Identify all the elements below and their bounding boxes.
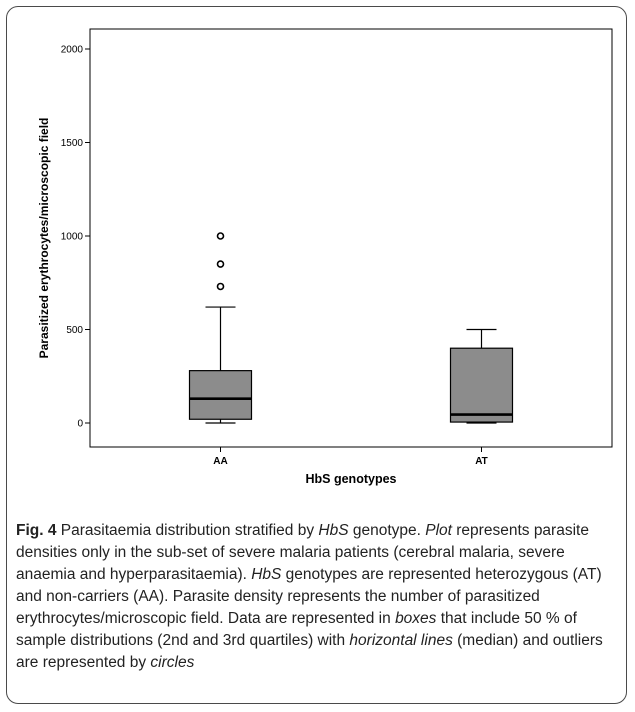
caption-text-1: Parasitaemia distribution stratified by xyxy=(56,522,319,539)
y-axis: 0 500 1000 1500 2000 xyxy=(61,45,90,430)
outlier-point xyxy=(216,232,225,240)
x-tick-label: AT xyxy=(475,456,488,467)
outlier-point xyxy=(216,282,225,291)
caption-text-6: (median) and outliers are represented by xyxy=(16,632,603,671)
x-axis: AA AT xyxy=(213,447,488,467)
caption-text-4: genotypes are represented heterozygous (… xyxy=(16,566,602,627)
caption-hbs-2: HbS xyxy=(251,566,282,583)
caption-hbs-1: HbS xyxy=(318,522,349,539)
caption-plot-word: Plot xyxy=(425,522,452,539)
y-tick-label: 1500 xyxy=(61,138,84,149)
outlier-point xyxy=(216,260,225,268)
box-AT xyxy=(449,347,514,423)
y-tick-label: 1000 xyxy=(61,232,84,243)
caption-hlines-word: horizontal lines xyxy=(349,632,453,649)
y-tick-label: 0 xyxy=(77,419,83,430)
boxes-layer xyxy=(188,232,514,424)
figure-label: Fig. 4 xyxy=(16,522,57,539)
plot-area xyxy=(89,28,613,448)
caption-circles-word: circles xyxy=(150,654,195,671)
x-axis-label: HbS genotypes xyxy=(306,472,397,486)
boxplot-chart: 0 500 1000 1500 2000 AA AT Parasitized erythr… xyxy=(37,28,613,486)
caption-boxes-word: boxes xyxy=(395,610,437,627)
x-tick-label: AA xyxy=(213,456,227,467)
box-AA xyxy=(188,370,253,420)
caption-text-3: represents parasite densities only in th… xyxy=(16,522,589,583)
figure-caption: Fig. 4 Parasitaemia distribution stratif… xyxy=(16,520,616,674)
y-tick-label: 500 xyxy=(66,325,83,336)
caption-text-5: that include 50 % of sample distribution… xyxy=(16,610,577,649)
y-tick-label: 2000 xyxy=(61,45,84,56)
y-axis-label: Parasitized erythrocytes/microscopic fie… xyxy=(37,118,51,359)
caption-text-2: genotype. xyxy=(348,522,426,539)
